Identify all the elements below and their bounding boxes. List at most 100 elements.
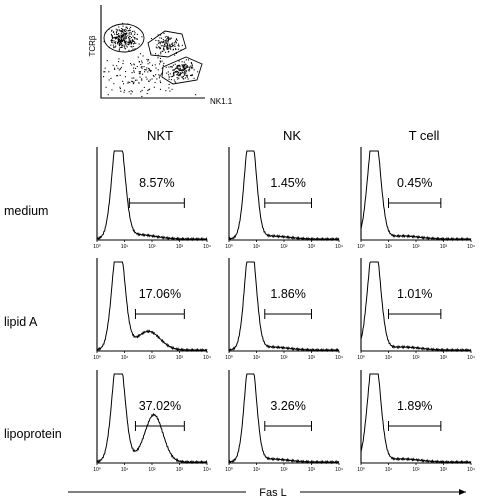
x-tick-label: 10³	[440, 355, 448, 361]
event-dot	[172, 75, 174, 77]
event-dot	[152, 75, 154, 77]
event-dot	[178, 68, 180, 70]
event-dot	[170, 46, 172, 48]
event-dot	[120, 35, 122, 37]
event-dot	[133, 40, 135, 42]
event-dot	[130, 40, 132, 42]
event-dot	[133, 70, 135, 72]
event-dot	[116, 36, 118, 38]
event-dot	[177, 48, 179, 50]
dot-plot: TCRβ NK1.1	[88, 5, 233, 106]
event-dot	[178, 77, 180, 79]
event-dot	[141, 95, 143, 97]
event-dot	[172, 64, 174, 66]
event-dot	[181, 64, 183, 66]
event-dot	[133, 67, 135, 69]
event-dot	[116, 43, 118, 45]
event-dot	[191, 62, 193, 64]
event-dot	[115, 37, 117, 39]
event-dot	[120, 37, 122, 39]
event-dot	[132, 45, 134, 47]
x-tick-label: 10²	[148, 355, 156, 361]
event-dot	[191, 74, 193, 76]
event-dot	[186, 65, 188, 67]
event-dot	[138, 71, 140, 73]
event-dot	[169, 37, 171, 39]
event-dot	[122, 80, 124, 82]
histogram-panel: 10⁰ 10¹ 10² 10³ 10⁴ 17.06%	[93, 258, 211, 361]
event-dot	[124, 39, 126, 41]
event-dot	[128, 40, 130, 42]
event-dot	[117, 39, 119, 41]
event-dot	[129, 38, 131, 40]
event-dot	[125, 28, 127, 30]
event-dot	[118, 38, 120, 40]
event-dot	[167, 40, 169, 42]
event-dot	[128, 36, 130, 38]
event-dot	[183, 64, 185, 66]
event-dot	[118, 40, 120, 42]
event-dot	[119, 36, 121, 38]
event-dot	[124, 29, 126, 31]
x-tick-label: 10²	[280, 244, 288, 250]
event-dot	[153, 86, 155, 88]
event-dot	[171, 65, 173, 67]
event-dot	[116, 75, 118, 77]
event-dot	[133, 36, 135, 38]
event-dot	[142, 73, 144, 75]
event-dot	[162, 47, 164, 49]
event-dot	[160, 61, 162, 63]
gate-nk	[161, 56, 203, 85]
event-dot	[119, 44, 121, 46]
event-dot	[183, 61, 185, 63]
event-dot	[167, 44, 169, 46]
event-dot	[159, 60, 161, 62]
event-dot	[128, 91, 130, 93]
event-dot	[188, 59, 190, 61]
event-dot	[143, 86, 145, 88]
event-dot	[149, 79, 151, 81]
event-dot	[171, 43, 173, 45]
event-dot	[171, 43, 173, 45]
x-tick-label: 10¹	[121, 355, 129, 361]
event-dot	[118, 34, 120, 36]
event-dot	[187, 78, 189, 80]
event-dot	[177, 73, 179, 75]
event-dot	[174, 42, 176, 44]
event-dot	[130, 90, 132, 92]
gate-bar	[264, 421, 312, 431]
event-dot	[177, 64, 179, 66]
event-dot	[165, 42, 167, 44]
event-dot	[122, 34, 124, 36]
event-dot	[130, 42, 132, 44]
event-dot	[121, 41, 123, 43]
event-dot	[171, 88, 173, 90]
x-tick-label: 10³	[308, 244, 316, 250]
x-tick-label: 10⁰	[225, 244, 233, 250]
gate-bar	[128, 198, 185, 208]
event-dot	[118, 49, 120, 51]
event-dot	[179, 75, 181, 77]
event-dot	[129, 36, 131, 38]
event-dot	[130, 43, 132, 45]
histogram-axes	[360, 147, 471, 241]
event-dot	[167, 36, 169, 38]
event-dot	[123, 38, 125, 40]
event-dot	[127, 41, 129, 43]
x-tick-label: 10⁴	[467, 244, 475, 250]
event-dot	[133, 82, 135, 84]
event-dot	[184, 77, 186, 79]
event-dot	[168, 48, 170, 50]
event-dot	[112, 42, 114, 44]
event-dot	[155, 74, 157, 76]
event-dot	[137, 56, 139, 58]
event-dot	[151, 38, 153, 40]
event-dot	[130, 33, 132, 35]
event-dot	[160, 73, 162, 75]
event-dot	[132, 83, 134, 85]
event-dot	[143, 66, 145, 68]
event-dot	[150, 70, 152, 72]
event-dot	[165, 39, 167, 41]
x-tick-label: 10⁴	[203, 355, 211, 361]
event-dot	[106, 60, 108, 62]
